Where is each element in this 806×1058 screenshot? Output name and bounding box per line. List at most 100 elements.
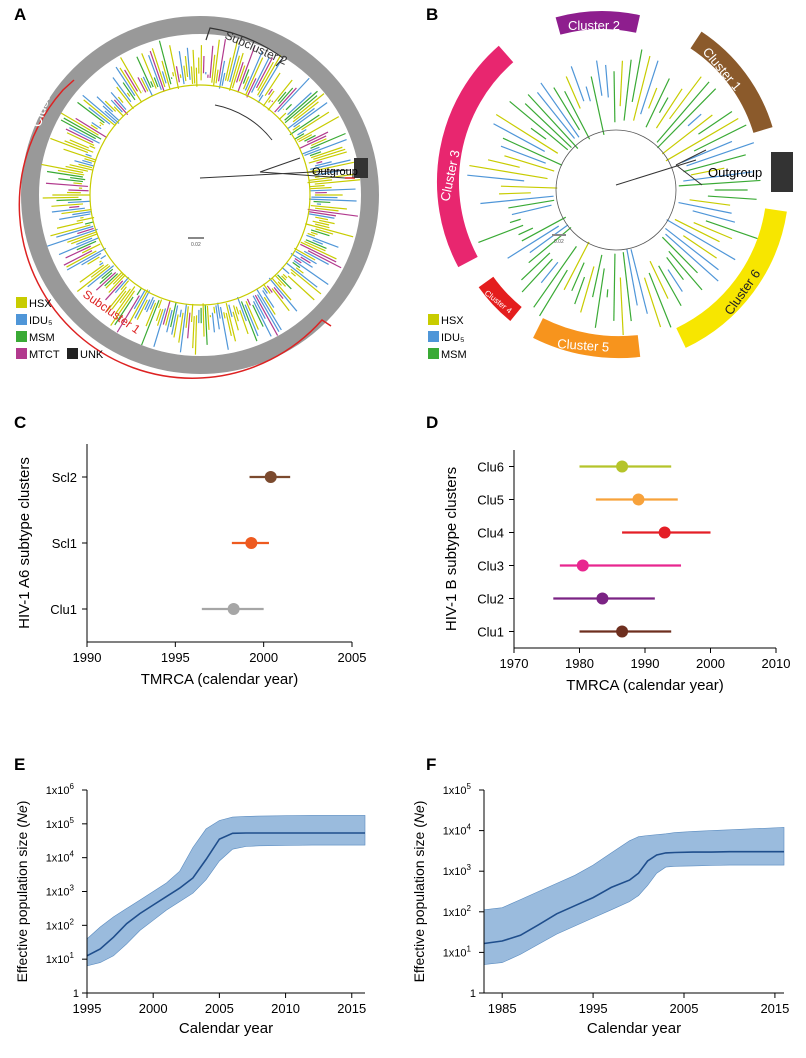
tree-branch bbox=[145, 302, 157, 327]
tree-branch bbox=[76, 216, 95, 222]
tree-branch bbox=[286, 262, 318, 288]
tree-branch bbox=[622, 252, 632, 322]
tree-branch bbox=[540, 82, 580, 138]
tree-branch bbox=[643, 277, 662, 328]
tree-branch bbox=[136, 56, 152, 88]
tmrca-point bbox=[616, 625, 629, 638]
tree-branch bbox=[290, 268, 322, 295]
tree-branch bbox=[84, 158, 95, 163]
tree-branch bbox=[314, 179, 361, 185]
tree-branch bbox=[76, 240, 97, 251]
legend-b-label-idu: IDU₅ bbox=[441, 332, 464, 344]
tree-branch bbox=[281, 266, 290, 275]
tree-branch bbox=[315, 228, 334, 235]
outgroup-label-b: Outgroup bbox=[708, 165, 762, 180]
tree-branch bbox=[179, 74, 182, 79]
tree-branch bbox=[613, 71, 616, 123]
tree-branch bbox=[206, 305, 210, 330]
y-tick-label: 1 bbox=[73, 988, 79, 1000]
tree-branch bbox=[74, 160, 94, 167]
tree-branches-a bbox=[41, 39, 361, 355]
y-tick-label: Scl2 bbox=[52, 470, 77, 485]
legend-swatch-idu bbox=[16, 314, 27, 325]
tree-branch bbox=[126, 92, 131, 97]
tree-branch bbox=[251, 57, 270, 93]
tree-branch bbox=[509, 218, 521, 224]
tree-branch bbox=[223, 312, 226, 319]
tree-branch bbox=[65, 165, 89, 172]
tree-branch bbox=[57, 169, 85, 176]
tree-branch bbox=[693, 124, 747, 152]
tmrca-point bbox=[596, 592, 609, 605]
panel-a-phylogeny: A Subcluster 1 Subcluster 2 Cluster 1 Ou… bbox=[14, 5, 379, 379]
tree-branch bbox=[68, 189, 89, 192]
tree-branch bbox=[149, 50, 165, 92]
tree-branch bbox=[155, 308, 162, 322]
x-tick-label: 1995 bbox=[161, 650, 190, 665]
tree-branch bbox=[319, 219, 335, 225]
tree-branch bbox=[225, 312, 232, 337]
tree-branch bbox=[509, 100, 569, 151]
tree-branch bbox=[113, 106, 124, 117]
tree-branch bbox=[665, 117, 739, 162]
tree-branch bbox=[225, 302, 237, 342]
tree-branch bbox=[141, 299, 160, 346]
tree-branch bbox=[252, 301, 272, 337]
tree-branch bbox=[99, 260, 102, 263]
tree-branch bbox=[308, 213, 335, 219]
tree-branch bbox=[605, 64, 609, 98]
tree-branch bbox=[271, 100, 274, 103]
tree-branch bbox=[254, 294, 279, 336]
tree-branch bbox=[698, 110, 733, 135]
x-axis-label: Calendar year bbox=[587, 1020, 681, 1037]
tree-branch bbox=[661, 236, 698, 274]
tree-branch bbox=[246, 78, 257, 98]
tree-branch bbox=[278, 112, 287, 120]
tree-branch bbox=[136, 299, 148, 320]
tree-branch bbox=[202, 303, 205, 337]
legend-b-label-hsx: HSX bbox=[441, 315, 464, 327]
y-tick-label: Clu6 bbox=[477, 460, 504, 475]
tree-branch bbox=[294, 258, 302, 264]
tree-branch bbox=[693, 222, 733, 240]
y-tick-label: 1x105 bbox=[443, 782, 472, 797]
tree-branch bbox=[78, 163, 93, 169]
cluster-1-arc bbox=[690, 31, 773, 134]
y-tick-label: Scl1 bbox=[52, 536, 77, 551]
tree-branch bbox=[66, 247, 107, 271]
tree-branch bbox=[257, 54, 282, 96]
tree-branch bbox=[518, 227, 534, 236]
tree-branch bbox=[242, 76, 250, 90]
tree-branch bbox=[115, 66, 136, 97]
tree-branch bbox=[178, 312, 184, 343]
tree-branch bbox=[590, 76, 605, 136]
tree-branch bbox=[184, 56, 189, 77]
tree-branch bbox=[310, 188, 356, 192]
hpd-band bbox=[86, 815, 366, 967]
tree-branch bbox=[61, 208, 92, 215]
tree-branch bbox=[178, 51, 185, 85]
tree-branch bbox=[666, 219, 736, 261]
x-tick-label: 2000 bbox=[696, 656, 725, 671]
cluster-1-ring bbox=[21, 16, 379, 374]
tree-branch bbox=[648, 272, 672, 328]
tree-branch bbox=[287, 275, 315, 301]
tree-branch bbox=[71, 233, 99, 245]
panel-a-letter: A bbox=[14, 5, 26, 24]
outgroup-branches-a bbox=[199, 157, 351, 179]
tree-branch bbox=[310, 132, 346, 149]
x-tick-label: 1985 bbox=[488, 1001, 517, 1016]
tree-branch bbox=[594, 268, 605, 328]
tree-branch bbox=[258, 58, 283, 98]
tree-branch bbox=[277, 77, 310, 113]
y-tick-label: 1 bbox=[470, 988, 476, 1000]
tree-branch bbox=[619, 277, 624, 336]
tree-branch bbox=[161, 60, 171, 89]
tree-branch bbox=[134, 290, 151, 319]
tree-branch bbox=[117, 96, 124, 104]
tree-branch bbox=[304, 240, 326, 252]
tree-branch bbox=[158, 40, 172, 85]
x-tick-label: 1990 bbox=[631, 656, 660, 671]
y-tick-label: 1x102 bbox=[46, 917, 75, 932]
tree-branch bbox=[63, 117, 102, 140]
